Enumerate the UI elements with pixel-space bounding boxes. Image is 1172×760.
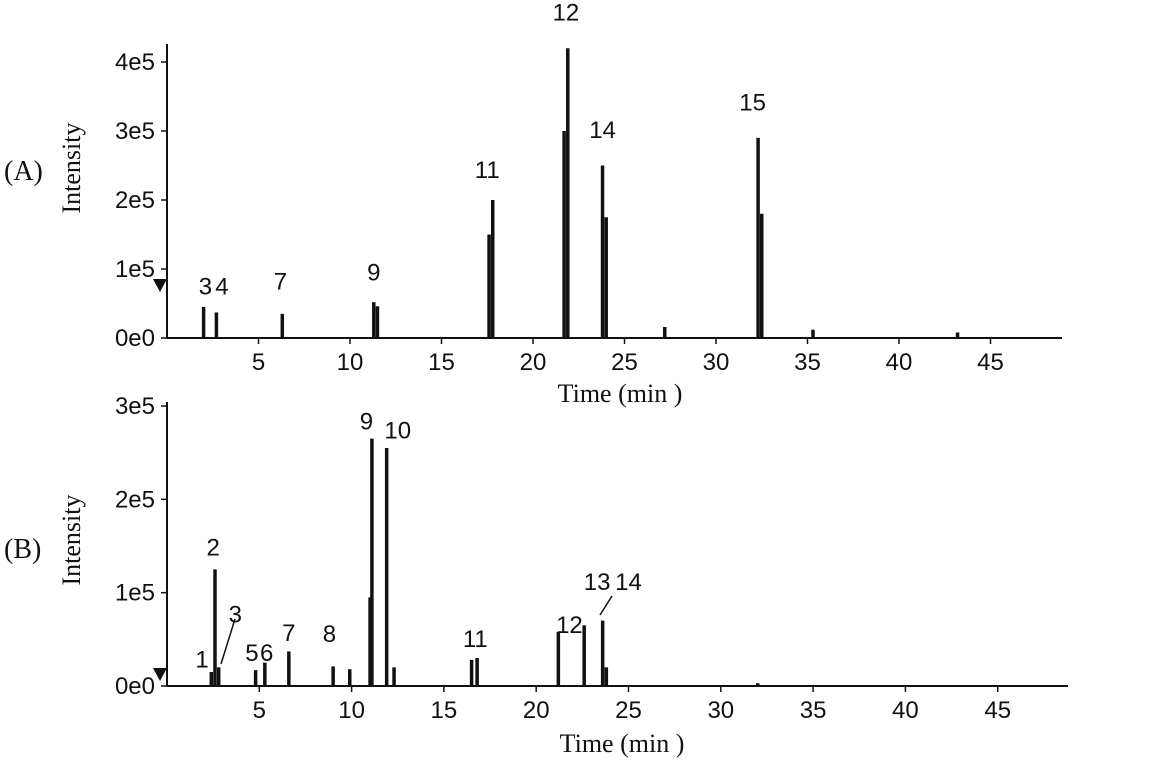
peak-layer	[209, 438, 760, 686]
peak-label: 15	[739, 89, 766, 116]
panel-label: (B)	[4, 534, 41, 565]
y-tick-label: 3e5	[115, 393, 155, 420]
peak-label: 8	[323, 621, 336, 648]
baseline-marker-icon	[153, 279, 167, 292]
peak-label: 13	[584, 569, 611, 596]
peak-label: 9	[367, 260, 380, 287]
y-tick-label: 0e0	[115, 673, 155, 700]
peak-layer	[201, 48, 960, 338]
baseline-marker-icon	[153, 668, 167, 681]
y-axis-label: Intensity	[57, 123, 86, 214]
peak-label: 7	[274, 269, 287, 296]
peak-label: 11	[463, 626, 488, 653]
x-tick-label: 20	[523, 697, 550, 724]
peak-label: 11	[475, 157, 500, 184]
peak-label: 10	[384, 418, 411, 445]
y-tick-label: 2e5	[115, 486, 155, 513]
y-tick-label: 4e5	[115, 49, 155, 76]
x-tick-label: 40	[886, 349, 913, 376]
x-tick-label: 45	[977, 349, 1004, 376]
leader-line	[220, 618, 236, 665]
x-tick-label: 30	[707, 697, 734, 724]
peak-label: 9	[360, 408, 373, 435]
x-tick-label: 25	[611, 349, 638, 376]
panel-label: (A)	[4, 156, 43, 187]
x-axis-label: Time (min )	[558, 379, 683, 408]
tick-layer: 5 10 15 20 25 30 35 40 45 0e0 1e5 2e5 3e5 4e5	[115, 49, 1004, 376]
peak-label: 12	[553, 0, 580, 27]
peak-label: 5	[245, 640, 258, 667]
x-tick-label: 5	[252, 349, 265, 376]
x-tick-label: 30	[703, 349, 730, 376]
panel-b: (B) Intensity Time (min ) 5 10 15 20 25 30 35 4…	[4, 393, 1068, 758]
x-tick-label: 15	[431, 697, 458, 724]
y-axis-label: Intensity	[57, 495, 86, 586]
y-tick-label: 1e5	[115, 580, 155, 607]
peak-label: 4	[215, 274, 228, 301]
x-tick-label: 20	[520, 349, 547, 376]
x-tick-label: 10	[337, 349, 364, 376]
x-tick-label: 40	[892, 697, 919, 724]
x-tick-label: 35	[794, 349, 821, 376]
x-tick-label: 45	[984, 697, 1011, 724]
x-axis-label: Time (min )	[560, 729, 685, 758]
peak-label: 14	[615, 569, 642, 596]
panel-a: (A) Intensity Time (min ) 5 10 15 20 25 30 35 4…	[4, 0, 1062, 408]
y-tick-label: 3e5	[115, 118, 155, 145]
peak-label: 1	[195, 646, 208, 673]
peak-label: 7	[282, 620, 295, 647]
x-tick-label: 15	[428, 349, 455, 376]
x-tick-label: 35	[800, 697, 827, 724]
leader-line	[599, 595, 613, 616]
peak-label: 3	[199, 274, 212, 301]
y-tick-label: 1e5	[115, 256, 155, 283]
peak-label: 12	[556, 612, 583, 639]
y-tick-label: 0e0	[115, 325, 155, 352]
x-tick-label: 5	[253, 697, 266, 724]
peak-label: 6	[260, 640, 273, 667]
peak-label: 3	[229, 602, 242, 629]
x-tick-label: 25	[615, 697, 642, 724]
peak-label: 2	[206, 534, 219, 561]
y-tick-label: 2e5	[115, 187, 155, 214]
x-tick-label: 10	[338, 697, 365, 724]
peak-label: 14	[589, 117, 616, 144]
peak-label-layer: 3 4 7 9 11 12 14 15	[199, 0, 766, 301]
